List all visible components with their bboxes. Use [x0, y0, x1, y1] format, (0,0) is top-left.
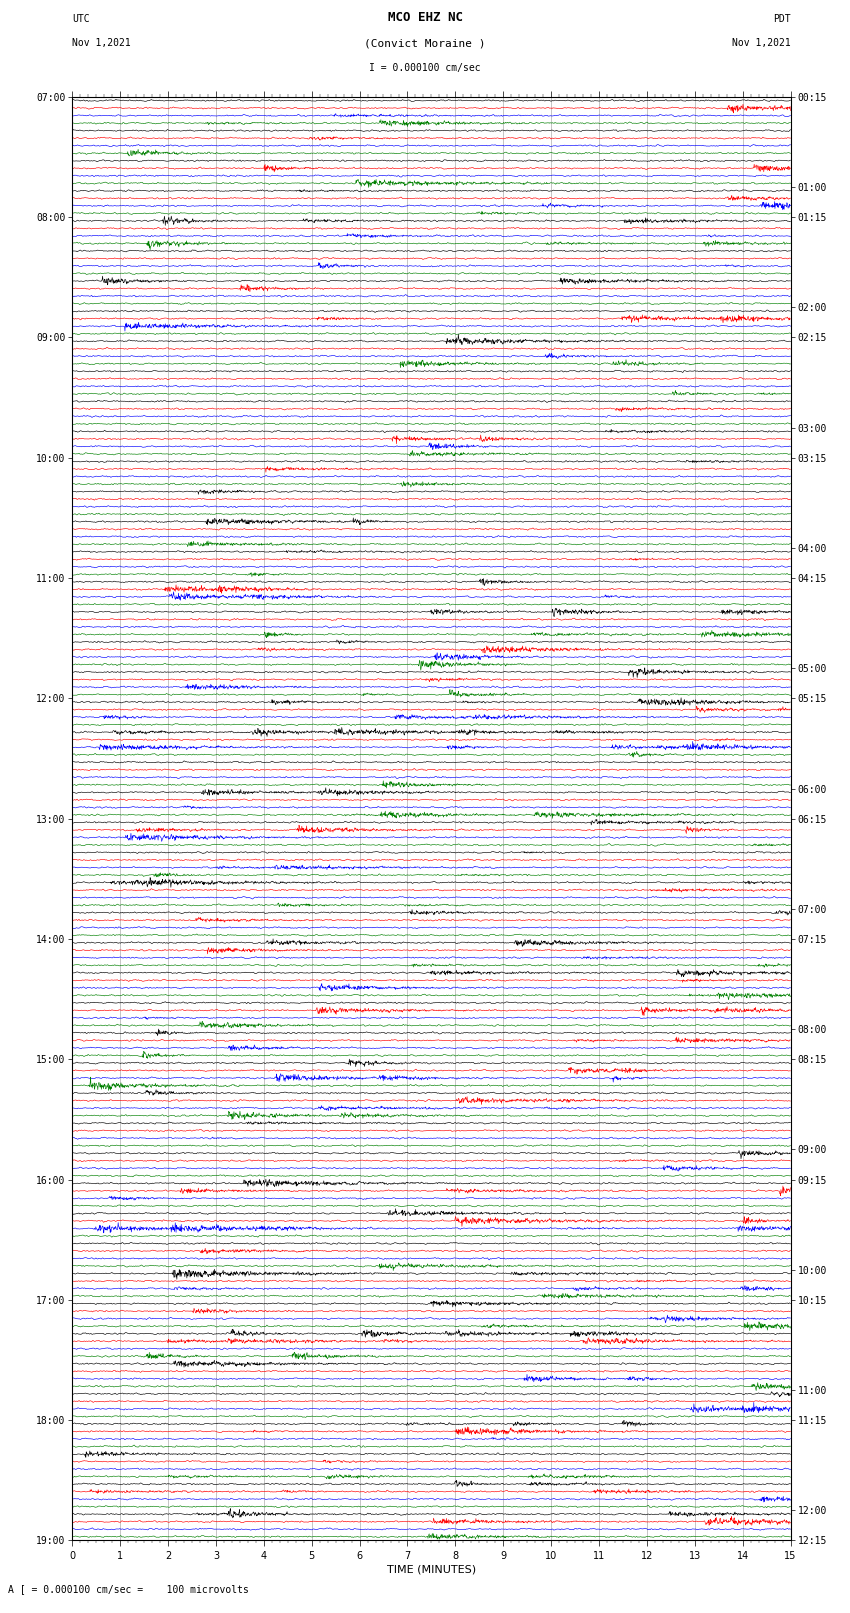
Text: MCO EHZ NC: MCO EHZ NC [388, 11, 462, 24]
Text: UTC: UTC [72, 15, 90, 24]
Text: PDT: PDT [773, 15, 790, 24]
Text: Nov 1,2021: Nov 1,2021 [732, 39, 791, 48]
Text: A [ = 0.000100 cm/sec =    100 microvolts: A [ = 0.000100 cm/sec = 100 microvolts [8, 1584, 249, 1594]
Text: (Convict Moraine ): (Convict Moraine ) [365, 39, 485, 48]
Text: Nov 1,2021: Nov 1,2021 [72, 39, 131, 48]
X-axis label: TIME (MINUTES): TIME (MINUTES) [387, 1565, 476, 1574]
Text: I = 0.000100 cm/sec: I = 0.000100 cm/sec [369, 63, 481, 73]
